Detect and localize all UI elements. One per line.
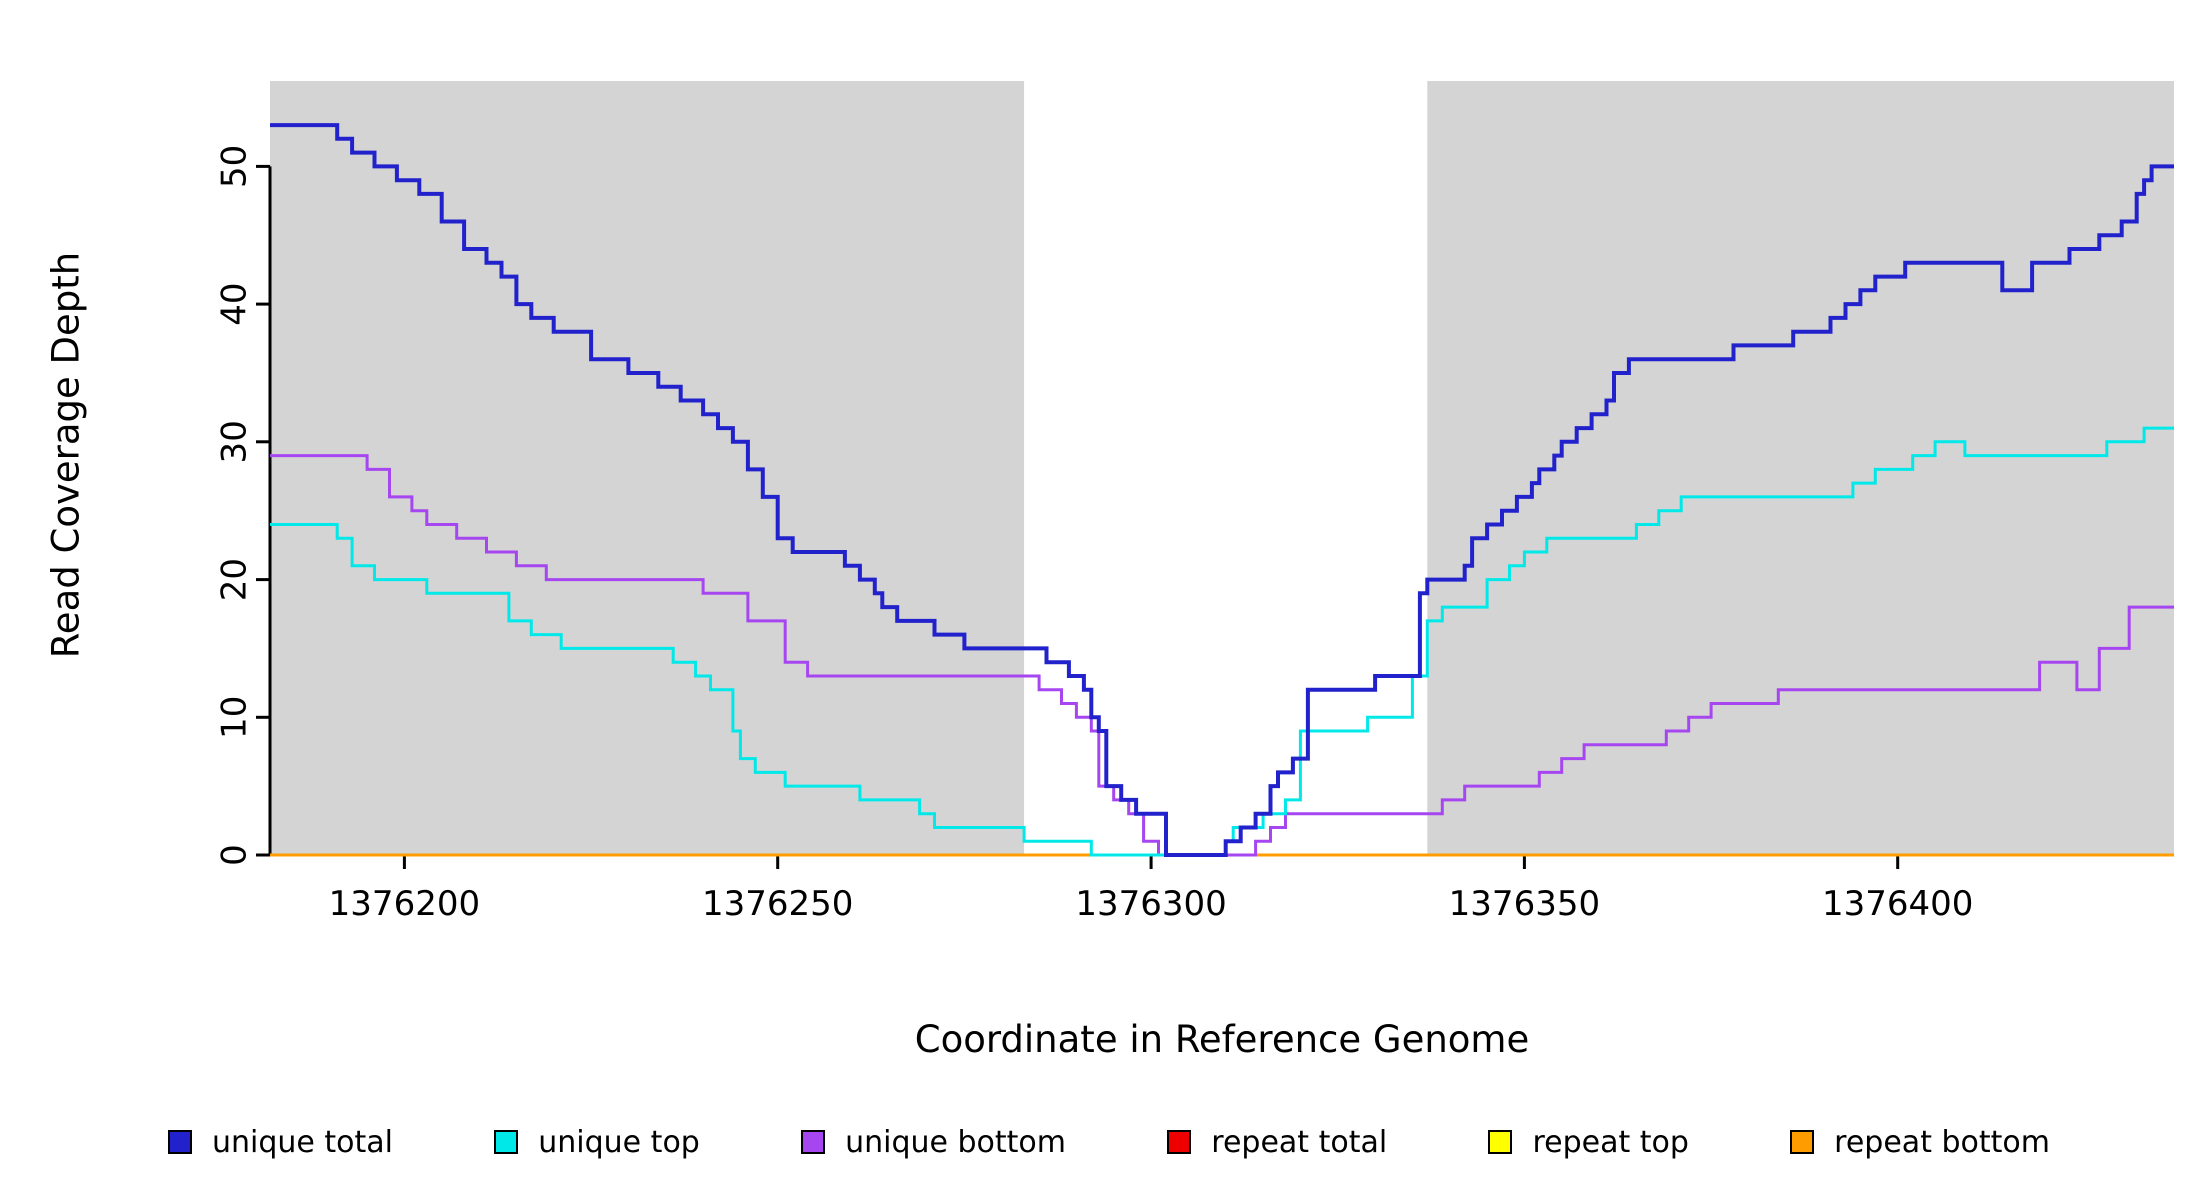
x-tick-label: 1376300 [1075,884,1226,924]
x-tick-label: 1376350 [1449,884,1600,924]
y-tick-label: 20 [215,558,255,601]
legend-swatch-repeat-total [1167,1130,1192,1154]
legend-label-unique-top: unique top [538,1124,700,1160]
legend-label-repeat-top: repeat top [1532,1124,1689,1160]
series-line-unique-bottom [270,454,2174,857]
legend-swatch-unique-top [494,1130,519,1154]
y-tick-label: 40 [215,282,255,325]
y-tick-label: 0 [215,844,255,866]
y-axis-title: Read Coverage Depth [44,251,88,659]
y-tick-label: 10 [215,696,255,739]
series-line-unique-total [270,123,2174,857]
coverage-depth-chart: 1376200 1376250 1376300 1376350 1376400 0 10 20… [215,81,2174,924]
legend-label-unique-total: unique total [212,1124,394,1160]
y-tick-label: 50 [215,145,255,188]
legend-item-repeat-total: repeat total [1167,1125,1387,1160]
shaded-region-1 [270,81,1025,855]
x-tick-label: 1376400 [1822,884,1973,924]
legend-item-unique-top: unique top [494,1125,700,1160]
legend-item-repeat-top: repeat top [1488,1124,1689,1160]
x-tick-label: 1376200 [329,884,480,924]
legend-label-repeat-bottom: repeat bottom [1834,1124,2050,1160]
legend-swatch-unique-bottom [801,1130,826,1154]
legend-swatch-repeat-top [1488,1130,1513,1154]
legend-swatch-unique-total [168,1130,192,1154]
legend-item-repeat-bottom: repeat bottom [1790,1125,2050,1160]
x-axis-title: Coordinate in Reference Genome [914,1018,1530,1061]
legend-label-repeat-total: repeat total [1211,1124,1388,1160]
legend-label-unique-bottom: unique bottom [845,1124,1067,1160]
legend-swatch-repeat-bottom [1790,1130,1815,1154]
legend-item-unique-bottom: unique bottom [801,1125,1066,1160]
x-tick-label: 1376250 [702,884,853,924]
legend-item-unique-total: unique total [168,1125,393,1160]
chart-legend: unique total unique top unique bottom repea… [168,1120,2050,1164]
y-tick-label: 30 [215,420,255,463]
